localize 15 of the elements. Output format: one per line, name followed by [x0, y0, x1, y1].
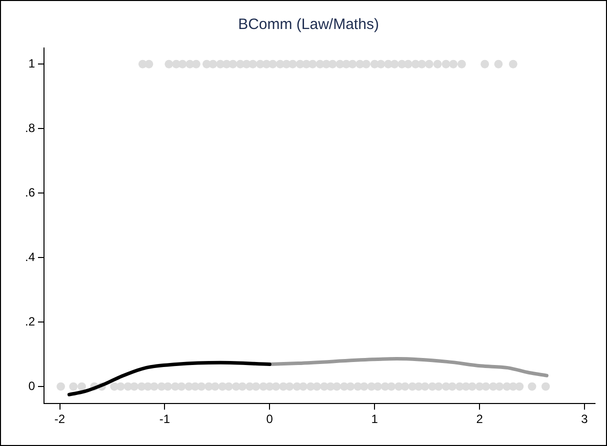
line-series — [268, 357, 548, 378]
y-tick-label: 0 — [28, 378, 36, 393]
x-tick-label: 2 — [476, 412, 484, 426]
x-tick-label: -1 — [159, 412, 170, 426]
y-tick-label: .6 — [24, 185, 36, 200]
line-series — [67, 360, 272, 396]
x-tick-label: 3 — [581, 412, 588, 426]
x-tick-label: 1 — [371, 412, 378, 426]
y-tick-label: .8 — [24, 120, 36, 135]
y-tick-label: .4 — [24, 250, 36, 264]
x-tick-label: 0 — [266, 412, 274, 426]
chart-title: BComm (Law/Maths) — [238, 16, 379, 34]
y-tick-label: .2 — [24, 314, 36, 328]
x-tick-label: -2 — [54, 412, 66, 426]
y-tick-label: 1 — [28, 56, 36, 70]
